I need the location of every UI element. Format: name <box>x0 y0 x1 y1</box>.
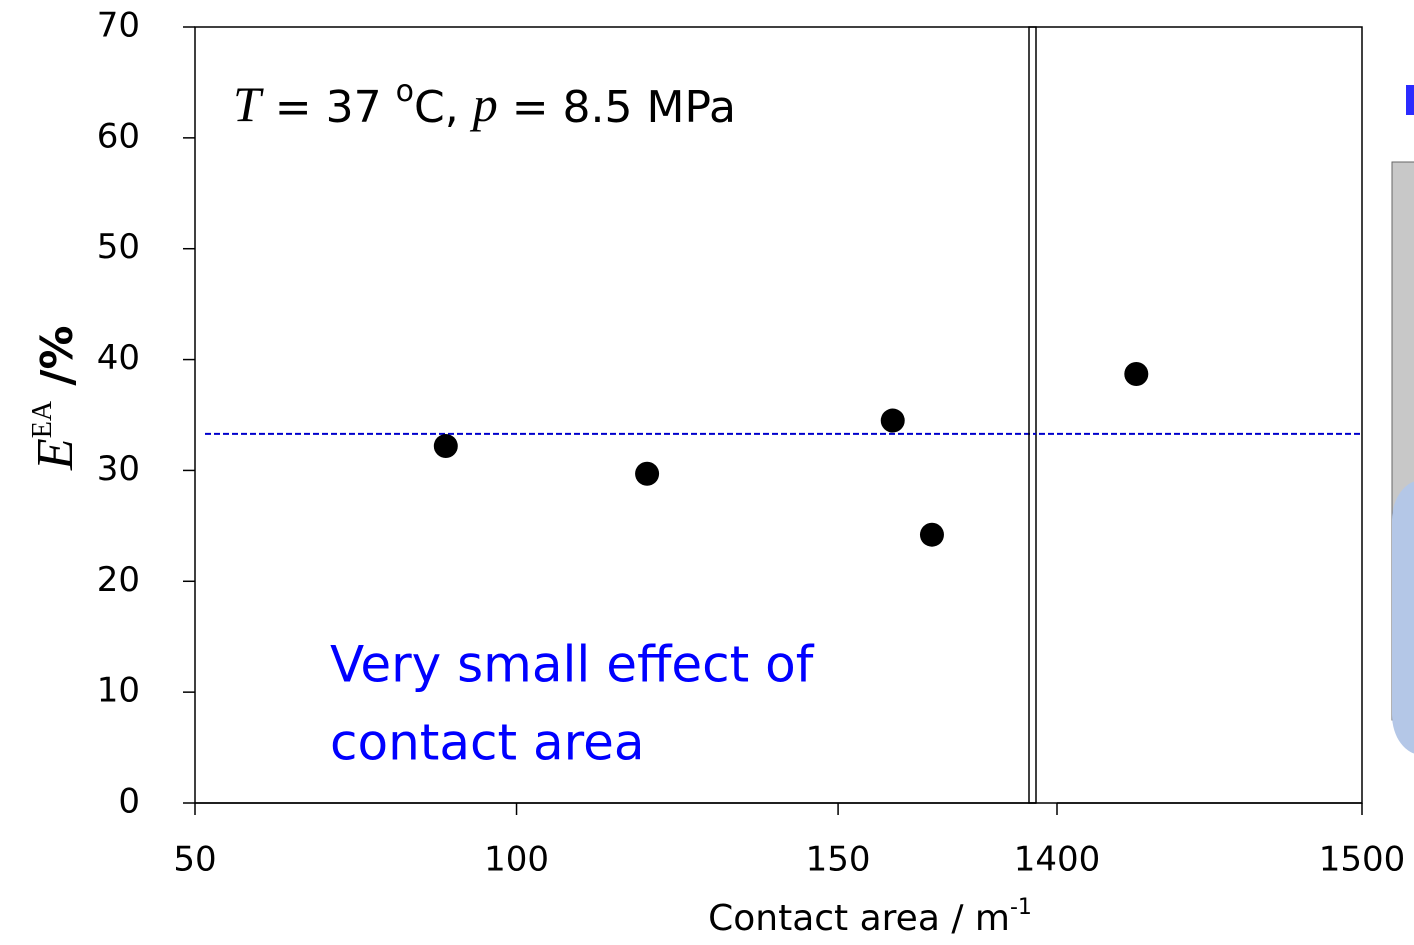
plot-frame <box>1028 26 1363 804</box>
y-tick-label: 40 <box>97 338 140 378</box>
x-tick-label: 1400 <box>1014 840 1101 880</box>
condition-label: T = 37 oC, p = 8.5 MPa <box>233 74 736 133</box>
data-point <box>880 408 905 433</box>
y-tick-label: 30 <box>97 449 140 489</box>
condition-part: p <box>470 76 498 132</box>
x-axis-label-part: -1 <box>1010 895 1032 920</box>
cropped-shape <box>1392 481 1414 754</box>
x-axis-label: Contact area / m-1 <box>708 895 1032 940</box>
condition-part: = 37 <box>261 82 396 133</box>
y-tick-label: 10 <box>97 671 140 711</box>
data-point <box>635 461 660 486</box>
y-tick-label: 60 <box>97 116 140 156</box>
cropped-text <box>1406 85 1414 115</box>
condition-part: = 8.5 MPa <box>498 82 736 133</box>
data-point <box>1124 361 1149 386</box>
y-tick-label: 20 <box>97 560 140 600</box>
x-tick-label: 100 <box>484 840 549 880</box>
condition-part: o <box>396 74 414 109</box>
annotation: Very small effect of <box>330 636 815 694</box>
condition-part: C, <box>414 82 473 133</box>
x-tick-label: 50 <box>173 840 216 880</box>
x-tick-label: 150 <box>806 840 871 880</box>
y-axis-label-part: EA <box>27 400 58 438</box>
data-point <box>433 434 458 459</box>
x-axis-label-part: Contact area / m <box>708 898 1010 939</box>
y-axis-label: EEA /% <box>27 325 84 471</box>
annotation: contact area <box>330 714 645 772</box>
x-tick-label: 1500 <box>1319 840 1406 880</box>
y-axis-label-part: /% <box>32 325 83 400</box>
y-tick-label: 50 <box>97 227 140 267</box>
y-tick-label: 0 <box>118 782 140 822</box>
data-point <box>919 522 944 547</box>
condition-part: T <box>233 76 264 132</box>
y-axis-label-part: E <box>27 438 84 471</box>
y-tick-label: 70 <box>97 6 140 46</box>
